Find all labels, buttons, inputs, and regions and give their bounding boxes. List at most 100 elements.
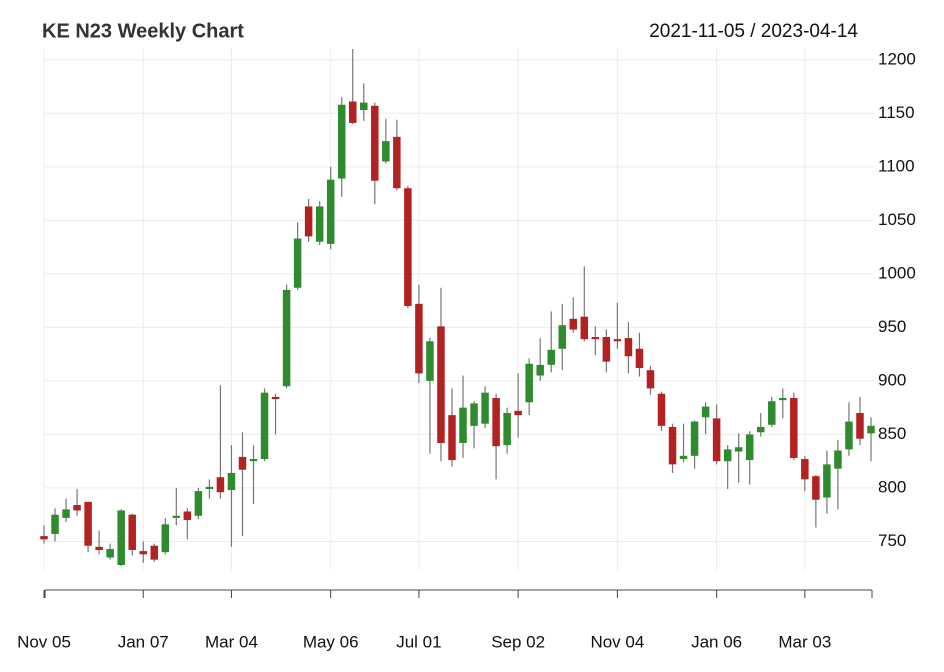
candle-body bbox=[282, 289, 291, 387]
candle-body bbox=[823, 464, 831, 498]
candle-body bbox=[624, 338, 633, 357]
candle-body bbox=[40, 536, 48, 540]
candle-body bbox=[415, 303, 423, 374]
candle-body bbox=[745, 434, 754, 461]
candle-body bbox=[194, 491, 203, 516]
candle-body bbox=[756, 426, 765, 433]
candle-body bbox=[547, 349, 555, 365]
candle-body bbox=[139, 551, 147, 555]
candle-body bbox=[779, 398, 787, 401]
y-tick-label: 800 bbox=[878, 477, 906, 496]
candle-body bbox=[470, 403, 478, 426]
candle-body bbox=[315, 206, 324, 242]
candle-body bbox=[293, 238, 302, 288]
candle-body bbox=[348, 101, 357, 123]
candle-body bbox=[150, 545, 159, 560]
x-tick-label: Mar 04 bbox=[205, 632, 258, 651]
y-tick-label: 750 bbox=[878, 531, 906, 550]
candle-body bbox=[768, 401, 776, 425]
y-tick-label: 850 bbox=[878, 424, 906, 443]
chart-title: KE N23 Weekly Chart bbox=[42, 20, 244, 42]
candle-body bbox=[602, 337, 611, 362]
candle-body bbox=[249, 459, 258, 462]
y-tick-label: 1050 bbox=[878, 210, 916, 229]
candle-body bbox=[558, 325, 567, 349]
candle-body bbox=[580, 316, 589, 340]
candle-body bbox=[856, 413, 864, 439]
candle-body bbox=[62, 509, 70, 518]
y-tick-label: 1150 bbox=[878, 103, 915, 122]
candle-body bbox=[646, 370, 655, 389]
candle-body bbox=[701, 406, 710, 418]
candle-body bbox=[679, 455, 688, 460]
candle-body bbox=[337, 104, 346, 179]
candle-body bbox=[591, 337, 600, 340]
candle-body bbox=[382, 141, 390, 162]
candle-body bbox=[525, 363, 533, 403]
candle-body bbox=[371, 105, 379, 181]
x-tick-label: Nov 05 bbox=[17, 632, 71, 651]
candle-body bbox=[503, 413, 511, 446]
candle-body bbox=[404, 188, 412, 306]
candle-body bbox=[712, 418, 721, 462]
x-tick-label: Sep 02 bbox=[491, 632, 545, 651]
candle-body bbox=[834, 450, 842, 469]
date-range: 2021-11-05 / 2023-04-14 bbox=[649, 21, 858, 42]
candle-body bbox=[205, 486, 214, 490]
candle-body bbox=[51, 514, 59, 534]
y-tick-label: 1200 bbox=[878, 49, 916, 68]
candle-body bbox=[734, 447, 743, 452]
candle-body bbox=[448, 415, 456, 461]
candle-body bbox=[84, 501, 92, 546]
candle-body bbox=[536, 364, 544, 376]
candle-body bbox=[481, 392, 489, 424]
candle-body bbox=[635, 348, 644, 369]
candle-body bbox=[260, 392, 269, 460]
candle-body bbox=[657, 393, 666, 426]
candle-body bbox=[845, 421, 853, 450]
candle-body bbox=[95, 546, 103, 551]
x-tick-label: Nov 04 bbox=[590, 632, 644, 651]
candle-body bbox=[73, 505, 81, 511]
candle-body bbox=[271, 396, 280, 400]
x-tick-label: Jul 01 bbox=[396, 632, 441, 651]
candle-body bbox=[690, 421, 699, 456]
candle-body bbox=[393, 136, 401, 189]
x-tick-label: May 06 bbox=[303, 632, 359, 651]
candle-body bbox=[426, 341, 434, 381]
x-tick-label: Mar 03 bbox=[778, 632, 831, 651]
candle-body bbox=[801, 459, 809, 480]
y-tick-label: 950 bbox=[878, 317, 906, 336]
y-tick-label: 1000 bbox=[878, 263, 916, 282]
candle-body bbox=[492, 398, 500, 447]
candle-body bbox=[668, 426, 677, 465]
candle-body bbox=[106, 548, 114, 558]
x-tick-label: Jan 07 bbox=[118, 632, 169, 651]
candle-body bbox=[812, 476, 820, 500]
candle-body bbox=[161, 524, 170, 553]
y-tick-label: 1100 bbox=[878, 156, 915, 175]
candle-body bbox=[304, 206, 313, 237]
candle-body bbox=[216, 477, 225, 493]
candle-body bbox=[459, 407, 467, 443]
candle-body bbox=[128, 514, 136, 551]
candle-body bbox=[514, 410, 522, 416]
y-tick-label: 900 bbox=[878, 370, 906, 389]
candle-body bbox=[723, 449, 732, 462]
candle-body bbox=[183, 511, 192, 521]
candle-body bbox=[437, 326, 445, 443]
candle-body bbox=[172, 515, 181, 518]
candle-body bbox=[326, 179, 335, 244]
candle-body bbox=[613, 339, 622, 342]
candle-body bbox=[227, 472, 236, 491]
x-tick-label: Jan 06 bbox=[691, 632, 742, 651]
candle-body bbox=[569, 318, 578, 330]
candle-body bbox=[360, 102, 368, 111]
candle-body bbox=[238, 456, 247, 470]
candle-body bbox=[867, 425, 875, 434]
candle-body bbox=[117, 510, 125, 565]
candle-body bbox=[790, 398, 798, 458]
